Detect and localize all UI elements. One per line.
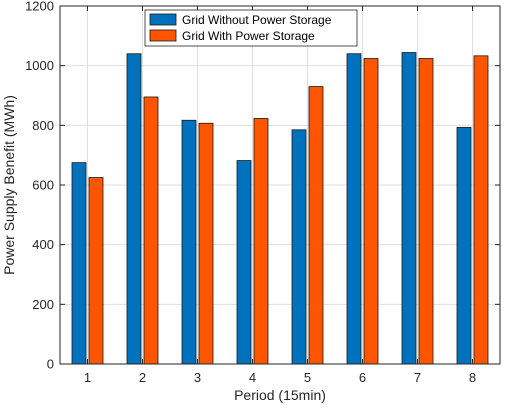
bar-without-storage-7 — [401, 52, 417, 365]
bar-without-storage-3 — [181, 119, 197, 365]
bar-with-storage-5 — [308, 86, 324, 365]
bar-with-storage-6 — [363, 58, 379, 365]
legend-swatch-without-storage — [149, 13, 177, 26]
bar-without-storage-2 — [126, 53, 142, 365]
x-tick-label: 1 — [84, 370, 91, 385]
bar-with-storage-1 — [88, 177, 104, 365]
y-tick-label: 800 — [32, 118, 54, 133]
bar-with-storage-7 — [418, 58, 434, 365]
legend-label-without-storage: Grid Without Power Storage — [182, 13, 332, 27]
x-axis-ticks: 1 2 3 4 5 6 7 8 — [84, 6, 476, 385]
x-tick-label: 5 — [304, 370, 311, 385]
bar-without-storage-4 — [236, 160, 252, 365]
bar-without-storage-5 — [291, 129, 307, 365]
legend-box — [144, 9, 358, 47]
bar-with-storage-4 — [253, 118, 269, 365]
y-axis-label: Power Supply Benefit (MWh) — [1, 95, 17, 275]
bar-without-storage-6 — [346, 53, 362, 365]
x-tick-label: 4 — [249, 370, 256, 385]
legend-swatch-with-storage — [149, 29, 177, 42]
x-tick-label: 8 — [469, 370, 476, 385]
x-tick-label: 6 — [359, 370, 366, 385]
bar-without-storage-8 — [456, 127, 472, 365]
y-tick-label: 0 — [47, 357, 54, 372]
x-tick-label: 2 — [139, 370, 146, 385]
bar-with-storage-2 — [143, 96, 159, 365]
y-tick-label: 1200 — [25, 0, 54, 14]
x-axis-label: Period (15min) — [234, 387, 326, 403]
legend: Grid Without Power Storage Grid With Pow… — [144, 9, 358, 47]
y-axis-ticks: 0 200 400 600 800 1000 1200 — [25, 0, 500, 372]
legend-label-with-storage: Grid With Power Storage — [182, 29, 315, 43]
y-tick-label: 1000 — [25, 58, 54, 73]
y-tick-label: 600 — [32, 178, 54, 193]
bar-with-storage-8 — [473, 55, 489, 365]
x-tick-label: 7 — [414, 370, 421, 385]
bar-without-storage-1 — [71, 162, 87, 365]
bar-with-storage-3 — [198, 122, 214, 365]
y-tick-label: 400 — [32, 237, 54, 252]
y-tick-label: 200 — [32, 297, 54, 312]
x-tick-label: 3 — [194, 370, 201, 385]
